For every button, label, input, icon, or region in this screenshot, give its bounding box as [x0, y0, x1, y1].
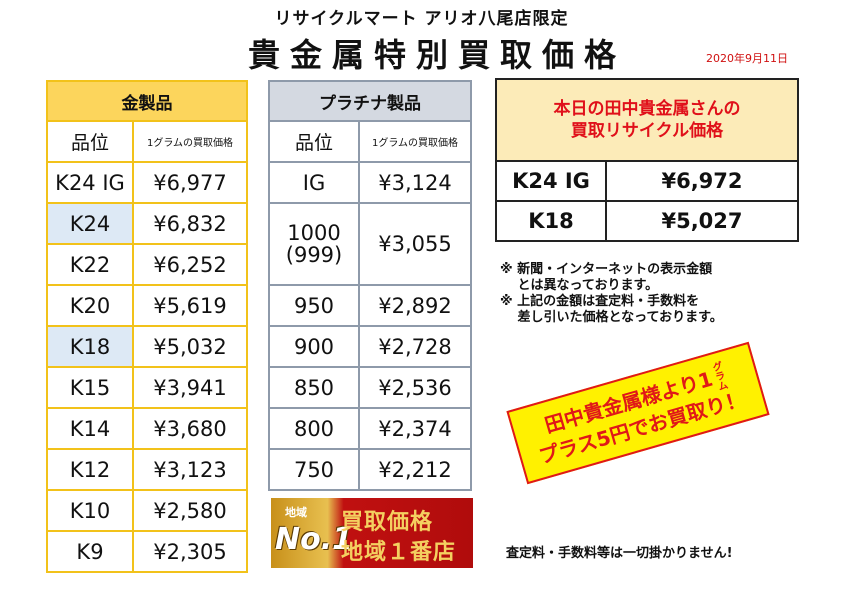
tanaka-price: ¥5,027 — [605, 200, 799, 242]
gold-price: ¥5,619 — [132, 284, 248, 327]
platinum-table-title: プラチナ製品 — [268, 80, 472, 122]
platinum-col-price: 1グラムの買取価格 — [358, 120, 472, 163]
table-row: IG ¥3,124 — [268, 161, 472, 204]
gold-price: ¥6,977 — [132, 161, 248, 204]
gold-col-purity: 品位 — [46, 120, 134, 163]
gold-purity: K9 — [46, 530, 134, 573]
badge-region-label: 地域 — [285, 506, 307, 519]
note-line: とは異なっております。 — [500, 278, 659, 293]
gold-purity: K24 — [46, 202, 134, 245]
platinum-purity-alt: (999) — [285, 243, 343, 267]
gold-purity: K15 — [46, 366, 134, 409]
platinum-purity: 850 — [268, 366, 360, 409]
tanaka-title-line1: 本日の田中貴金属さんの — [553, 99, 741, 119]
gold-purity: K20 — [46, 284, 134, 327]
tanaka-price-box: 本日の田中貴金属さんの 買取リサイクル価格 K24 IG ¥6,972 K18 ¥5… — [495, 78, 799, 242]
table-row: 850 ¥2,536 — [268, 366, 472, 409]
platinum-purity: 1000 (999) — [268, 202, 360, 286]
gold-price: ¥3,123 — [132, 448, 248, 491]
gold-purity: K14 — [46, 407, 134, 450]
platinum-price: ¥2,536 — [358, 366, 472, 409]
table-row: K18 ¥5,032 — [46, 325, 248, 368]
gold-price: ¥6,832 — [132, 202, 248, 245]
platinum-price: ¥2,892 — [358, 284, 472, 327]
gold-price: ¥3,941 — [132, 366, 248, 409]
table-row: K10 ¥2,580 — [46, 489, 248, 532]
gold-price: ¥6,252 — [132, 243, 248, 286]
gold-price: ¥5,032 — [132, 325, 248, 368]
platinum-price: ¥2,212 — [358, 448, 472, 491]
badge-no1-text: No.1 — [275, 522, 353, 557]
table-row: 800 ¥2,374 — [268, 407, 472, 450]
gold-purity: K22 — [46, 243, 134, 286]
table-row: 1000 (999) ¥3,055 — [268, 202, 472, 286]
no1-badge: 地域 No.1 買取価格 地域１番店 — [271, 498, 473, 568]
gold-price: ¥2,580 — [132, 489, 248, 532]
footer-note: 査定料・手数料等は一切掛かりません! — [506, 546, 733, 561]
table-row: K24 IG ¥6,972 — [495, 160, 799, 202]
platinum-price: ¥2,728 — [358, 325, 472, 368]
badge-line2: 地域１番店 — [341, 540, 457, 565]
shop-title: リサイクルマート アリオ八尾店限定 — [274, 9, 569, 29]
promo-sticker: 田中貴金属様より 1 グラム プラス5円でお買取り！ — [506, 341, 770, 485]
platinum-price: ¥3,055 — [358, 202, 472, 286]
tanaka-purity: K18 — [495, 200, 607, 242]
platinum-purity: IG — [268, 161, 360, 204]
table-row: K14 ¥3,680 — [46, 407, 248, 450]
note-line: ※ 新聞・インターネットの表示金額 — [500, 262, 713, 277]
gold-purity: K24 IG — [46, 161, 134, 204]
tanaka-title: 本日の田中貴金属さんの 買取リサイクル価格 — [495, 78, 799, 162]
table-row: K12 ¥3,123 — [46, 448, 248, 491]
platinum-price-table: プラチナ製品 品位 1グラムの買取価格 IG ¥3,124 1000 (999) … — [268, 80, 472, 491]
platinum-purity-main: 1000 — [287, 221, 341, 245]
note-line: ※ 上記の金額は査定料・手数料を — [500, 294, 700, 309]
gold-price: ¥2,305 — [132, 530, 248, 573]
gold-col-price: 1グラムの買取価格 — [132, 120, 248, 163]
table-row: K24 ¥6,832 — [46, 202, 248, 245]
gold-purity: K18 — [46, 325, 134, 368]
table-row: K15 ¥3,941 — [46, 366, 248, 409]
tanaka-price: ¥6,972 — [605, 160, 799, 202]
platinum-col-purity: 品位 — [268, 120, 360, 163]
platinum-purity: 950 — [268, 284, 360, 327]
date-label: 2020年9月11日 — [706, 52, 788, 65]
table-row: K9 ¥2,305 — [46, 530, 248, 573]
platinum-price: ¥2,374 — [358, 407, 472, 450]
platinum-purity: 900 — [268, 325, 360, 368]
gold-purity: K10 — [46, 489, 134, 532]
tanaka-title-line2: 買取リサイクル価格 — [570, 121, 724, 141]
note-line: 差し引いた価格となっております。 — [500, 310, 723, 325]
tanaka-purity: K24 IG — [495, 160, 607, 202]
table-row: 750 ¥2,212 — [268, 448, 472, 491]
gold-table-title: 金製品 — [46, 80, 248, 122]
table-row: 950 ¥2,892 — [268, 284, 472, 327]
gold-price-table: 金製品 品位 1グラムの買取価格 K24 IG ¥6,977 K24 ¥6,832 … — [46, 80, 248, 573]
table-row: K22 ¥6,252 — [46, 243, 248, 286]
platinum-price: ¥3,124 — [358, 161, 472, 204]
gold-purity: K12 — [46, 448, 134, 491]
table-row: 900 ¥2,728 — [268, 325, 472, 368]
platinum-purity: 750 — [268, 448, 360, 491]
table-row: K24 IG ¥6,977 — [46, 161, 248, 204]
table-row: K20 ¥5,619 — [46, 284, 248, 327]
page-title: 貴金属特別買取価格 — [248, 36, 627, 74]
gold-price: ¥3,680 — [132, 407, 248, 450]
table-row: K18 ¥5,027 — [495, 200, 799, 242]
platinum-purity: 800 — [268, 407, 360, 450]
badge-line1: 買取価格 — [341, 510, 434, 535]
